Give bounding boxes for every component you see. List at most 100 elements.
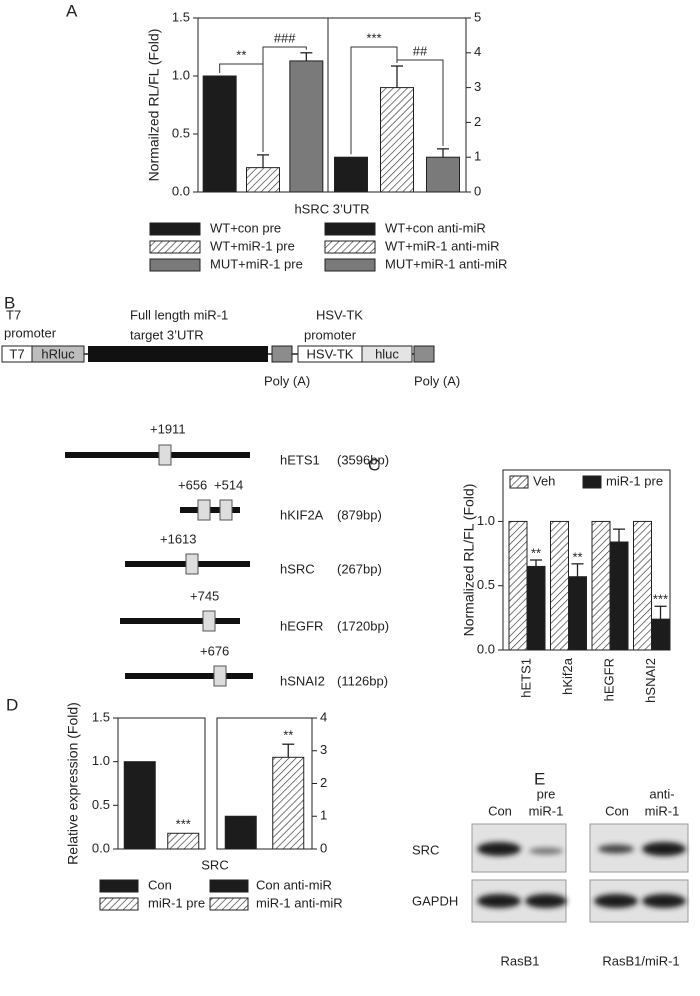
tick-label: 3 [320, 742, 327, 757]
diagram-label: T7 [6, 307, 21, 322]
bar [246, 167, 280, 193]
site-label: +1911 [150, 421, 186, 436]
tick-label: 1.0 [477, 513, 495, 528]
significance: ** [236, 47, 246, 62]
lane-label: miR-1 [529, 803, 564, 818]
bar [550, 520, 569, 651]
tick-label: 1.5 [92, 709, 110, 724]
gene-name: hKIF2A [280, 507, 324, 522]
utr-box [88, 346, 268, 362]
target-site [158, 444, 172, 466]
significance-bracket [350, 46, 398, 155]
tick-label: 2 [320, 775, 327, 790]
x-axis-title: hSRC 3’UTR [294, 201, 369, 216]
y-axis-title: Normalized RL/FL (Fold) [461, 484, 477, 637]
error-bar [571, 563, 584, 577]
western-blot: Con pre miR-1 Con anti- miR-1 SRC GAPDH … [412, 786, 689, 968]
significance: *** [366, 30, 381, 45]
legend-label: WT+con anti-miR [385, 220, 486, 235]
bar [633, 520, 652, 651]
legend-label: WT+miR-1 pre [210, 238, 295, 253]
legend-label: miR-1 pre [606, 473, 663, 488]
tick-label: 0.0 [172, 183, 190, 198]
legend-swatch [149, 258, 201, 272]
significance: ** [283, 728, 293, 743]
bar [202, 75, 237, 193]
error-bar [300, 52, 313, 61]
band [642, 894, 686, 908]
bar [526, 565, 546, 651]
significance: *** [653, 592, 668, 607]
band [598, 844, 634, 854]
legend-label: Con [148, 877, 172, 892]
gene-name: hETS1 [280, 452, 320, 467]
target-site [185, 553, 199, 575]
legend-label: miR-1 anti-miR [256, 895, 343, 910]
legend-label: WT+con pre [210, 220, 281, 235]
plot-frame [197, 17, 467, 193]
bar [609, 541, 629, 651]
tick-label: 5 [474, 9, 481, 24]
legend-label: Veh [533, 473, 555, 488]
tick-label: 4 [320, 709, 327, 724]
tick-label: 1.5 [172, 9, 190, 24]
legend-label: miR-1 pre [148, 895, 205, 910]
polya-box [271, 345, 293, 363]
x-tick-label: hEGFR [601, 658, 616, 701]
row-label: SRC [412, 842, 439, 857]
panel-label: C [368, 455, 380, 474]
diagram-label: promoter [304, 327, 357, 342]
bar [289, 60, 324, 193]
x-tick-label: hSNAI2 [643, 658, 658, 703]
error-bar [282, 743, 295, 758]
gene-name: hSNAI2 [280, 673, 325, 688]
lane-label: anti- [649, 786, 674, 801]
tick-label: 0 [474, 183, 481, 198]
gene-size: (879bp) [337, 507, 382, 522]
legend-label: WT+miR-1 anti-miR [385, 238, 499, 253]
polya-label: Poly (A) [264, 373, 310, 388]
gene-name: hEGFR [280, 618, 323, 633]
bar [123, 761, 156, 850]
legend-label: Con anti-miR [256, 877, 332, 892]
box-label: hluc [375, 346, 399, 361]
significance: ## [413, 43, 428, 58]
site-label: +514 [214, 477, 243, 492]
gene-name: hSRC [280, 561, 315, 576]
site-label: +676 [200, 643, 229, 658]
legend-swatch [324, 240, 376, 254]
significance: ** [572, 549, 582, 564]
diagram-label: Full length miR-1 [130, 307, 228, 322]
diagram-label: target 3’UTR [130, 327, 204, 342]
x-axis-title: SRC [201, 857, 228, 872]
hluc-box [361, 345, 413, 363]
band [594, 894, 638, 908]
y-axis-title: Relative expression (Fold) [65, 702, 81, 865]
gene-size: (1126bp) [337, 673, 388, 688]
tick-label: 4 [474, 44, 481, 59]
construct-diagram: T7 promoter Full length miR-1 target 3’U… [1, 307, 460, 388]
gene-size: (267bp) [337, 561, 382, 576]
bar [651, 618, 670, 651]
legend-label: MUT+miR-1 anti-miR [385, 256, 507, 271]
error-bar [613, 528, 625, 542]
tick-label: 1.0 [92, 753, 110, 768]
x-tick-label: hETS1 [518, 658, 533, 698]
error-bar [530, 559, 542, 567]
legend-swatch [324, 258, 376, 272]
legend-swatch [99, 879, 139, 893]
error-bar [391, 65, 403, 88]
legend-swatch [582, 475, 602, 489]
tick-label: 1 [320, 808, 327, 823]
group-label: RasB1 [500, 953, 539, 968]
panel-label: B [4, 293, 15, 312]
y-axis-title: Normailzed RL/FL (Fold) [146, 29, 162, 182]
target-site [202, 610, 216, 632]
diagram-label: promoter [4, 325, 57, 340]
significance-bracket [396, 59, 444, 146]
tick-label: 0.0 [92, 840, 110, 855]
bar [167, 832, 200, 850]
bar [334, 156, 368, 193]
legend-swatch [149, 222, 201, 236]
legend-label: MUT+miR-1 pre [210, 256, 303, 271]
